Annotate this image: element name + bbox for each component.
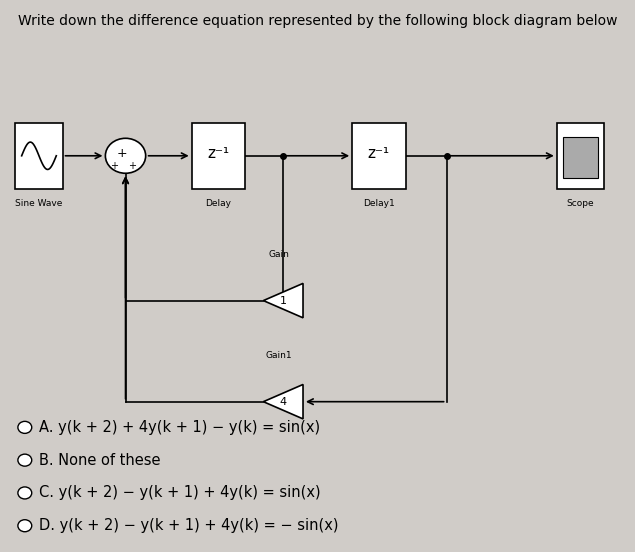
Circle shape bbox=[18, 421, 32, 433]
Text: 4: 4 bbox=[279, 397, 287, 407]
Polygon shape bbox=[264, 385, 303, 419]
Text: +: + bbox=[117, 147, 128, 160]
Text: Gain1: Gain1 bbox=[266, 351, 293, 359]
Text: +: + bbox=[110, 161, 118, 171]
Text: 1: 1 bbox=[279, 295, 286, 306]
Text: Delay: Delay bbox=[205, 199, 231, 209]
Circle shape bbox=[18, 487, 32, 499]
FancyBboxPatch shape bbox=[192, 123, 245, 189]
FancyBboxPatch shape bbox=[15, 123, 63, 189]
Text: Delay1: Delay1 bbox=[363, 199, 395, 209]
Text: z⁻¹: z⁻¹ bbox=[368, 146, 390, 161]
Text: C. y(k + 2) − y(k + 1) + 4y(k) = sin(x): C. y(k + 2) − y(k + 1) + 4y(k) = sin(x) bbox=[39, 485, 321, 501]
Text: D. y(k + 2) − y(k + 1) + 4y(k) = − sin(x): D. y(k + 2) − y(k + 1) + 4y(k) = − sin(x… bbox=[39, 518, 339, 533]
Text: A. y(k + 2) + 4y(k + 1) − y(k) = sin(x): A. y(k + 2) + 4y(k + 1) − y(k) = sin(x) bbox=[39, 420, 321, 435]
Text: B. None of these: B. None of these bbox=[39, 453, 161, 468]
Circle shape bbox=[18, 520, 32, 532]
Text: Sine Wave: Sine Wave bbox=[15, 199, 63, 209]
Polygon shape bbox=[264, 283, 303, 318]
Text: Scope: Scope bbox=[566, 199, 594, 209]
FancyBboxPatch shape bbox=[352, 123, 406, 189]
FancyBboxPatch shape bbox=[557, 123, 604, 189]
Text: Write down the difference equation represented by the following block diagram be: Write down the difference equation repre… bbox=[18, 14, 617, 28]
Circle shape bbox=[18, 454, 32, 466]
Text: z⁻¹: z⁻¹ bbox=[207, 146, 229, 161]
Text: Gain: Gain bbox=[269, 250, 290, 258]
Text: +: + bbox=[128, 161, 136, 171]
FancyBboxPatch shape bbox=[563, 137, 598, 178]
Circle shape bbox=[105, 139, 145, 173]
